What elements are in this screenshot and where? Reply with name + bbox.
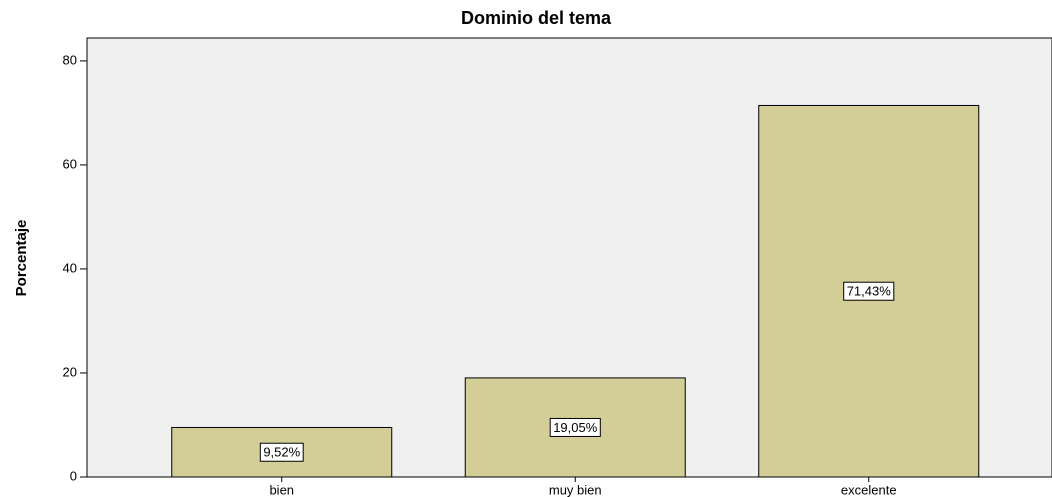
value-label-box: [259, 442, 304, 462]
value-label-box: [549, 417, 601, 437]
value-label: 19,05%: [553, 420, 598, 435]
y-axis-title: Porcentaje: [13, 220, 30, 297]
chart-title: Dominio del tema: [461, 8, 612, 28]
y-tick-label: 20: [63, 364, 77, 379]
value-label-box: [843, 281, 895, 301]
x-tick-label: muy bien: [549, 482, 602, 497]
y-tick-label: 60: [63, 156, 77, 171]
value-label: 9,52%: [263, 445, 300, 460]
x-tick-label: excelente: [841, 482, 897, 497]
y-tick-label: 40: [63, 260, 77, 275]
y-tick-label: 80: [63, 52, 77, 67]
value-label: 71,43%: [847, 284, 892, 299]
x-tick-label: bien: [269, 482, 294, 497]
y-tick-label: 0: [70, 468, 77, 483]
